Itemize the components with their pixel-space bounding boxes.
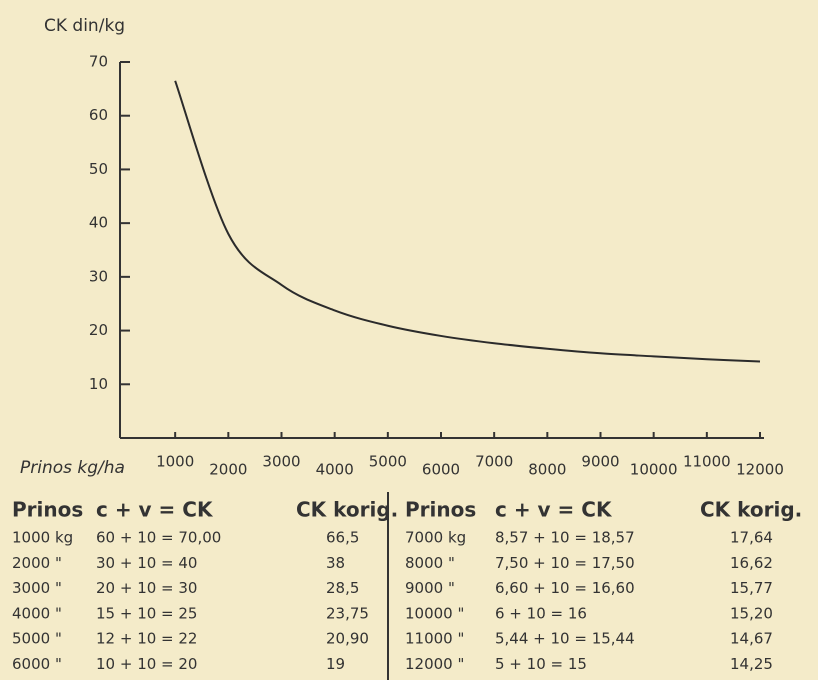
table-cell: 17,64: [730, 529, 773, 547]
table-cell: 5000 ": [12, 630, 62, 648]
x-tick-label: 6000: [422, 461, 460, 479]
table-cell: 28,5: [326, 579, 359, 597]
table-cell: 6 + 10 = 16: [495, 604, 587, 622]
table-cell: 12 + 10 = 22: [96, 630, 197, 648]
table-cell: 8000 ": [405, 554, 455, 572]
x-tick-label: 11000: [683, 453, 731, 471]
x-tick-label: 7000: [475, 453, 513, 471]
x-tick-label: 8000: [528, 461, 566, 479]
table-header: c + v = CK: [495, 498, 613, 522]
table-cell: 19: [326, 655, 345, 673]
table-cell: 15,20: [730, 604, 773, 622]
table-header: Prinos: [12, 498, 83, 522]
x-tick-label: 10000: [630, 461, 678, 479]
table-cell: 5 + 10 = 15: [495, 655, 587, 673]
y-tick-label: 20: [89, 321, 108, 339]
table-cell: 14,25: [730, 655, 773, 673]
table-cell: 2000 ": [12, 554, 62, 572]
table-cell: 38: [326, 554, 345, 572]
table-cell: 15,77: [730, 579, 773, 597]
table-cell: 10 + 10 = 20: [96, 655, 197, 673]
y-tick-label: 60: [89, 106, 108, 124]
table-cell: 7000 kg: [405, 529, 466, 547]
table-cell: 12000 ": [405, 655, 464, 673]
table-cell: 7,50 + 10 = 17,50: [495, 554, 635, 572]
x-tick-label: 4000: [316, 461, 354, 479]
x-tick-label: 1000: [156, 453, 194, 471]
table-cell: 6000 ": [12, 655, 62, 673]
table-header: Prinos: [405, 498, 476, 522]
table-cell: 8,57 + 10 = 18,57: [495, 529, 635, 547]
x-axis-label: Prinos kg/ha: [20, 458, 125, 478]
x-tick-label: 2000: [209, 461, 247, 479]
y-tick-label: 40: [89, 214, 108, 232]
table-cell: 66,5: [326, 529, 359, 547]
table-cell: 4000 ": [12, 604, 62, 622]
table-cell: 5,44 + 10 = 15,44: [495, 630, 635, 648]
table-cell: 11000 ": [405, 630, 464, 648]
table-header: CK korig.: [700, 498, 802, 522]
table-cell: 6,60 + 10 = 16,60: [495, 579, 635, 597]
table-cell: 1000 kg: [12, 529, 73, 547]
table-header: c + v = CK: [96, 498, 214, 522]
table-cell: 60 + 10 = 70,00: [96, 529, 221, 547]
y-axis-label: CK din/kg: [44, 16, 125, 36]
table-cell: 20,90: [326, 630, 369, 648]
table-cell: 15 + 10 = 25: [96, 604, 197, 622]
table-cell: 30 + 10 = 40: [96, 554, 197, 572]
table-header: CK korig.: [296, 498, 398, 522]
table-cell: 23,75: [326, 604, 369, 622]
x-tick-label: 12000: [736, 461, 784, 479]
table-cell: 20 + 10 = 30: [96, 579, 197, 597]
table-cell: 14,67: [730, 630, 773, 648]
curve: [174, 80, 761, 363]
table-cell: 3000 ": [12, 579, 62, 597]
x-tick-label: 5000: [369, 453, 407, 471]
table-cell: 9000 ": [405, 579, 455, 597]
table-cell: 16,62: [730, 554, 773, 572]
y-tick-label: 10: [89, 375, 108, 393]
x-tick-label: 3000: [262, 453, 300, 471]
y-tick-label: 50: [89, 160, 108, 178]
table-cell: 10000 ": [405, 604, 464, 622]
y-tick-label: 30: [89, 267, 108, 285]
x-tick-label: 9000: [581, 453, 619, 471]
y-tick-label: 70: [89, 53, 108, 71]
